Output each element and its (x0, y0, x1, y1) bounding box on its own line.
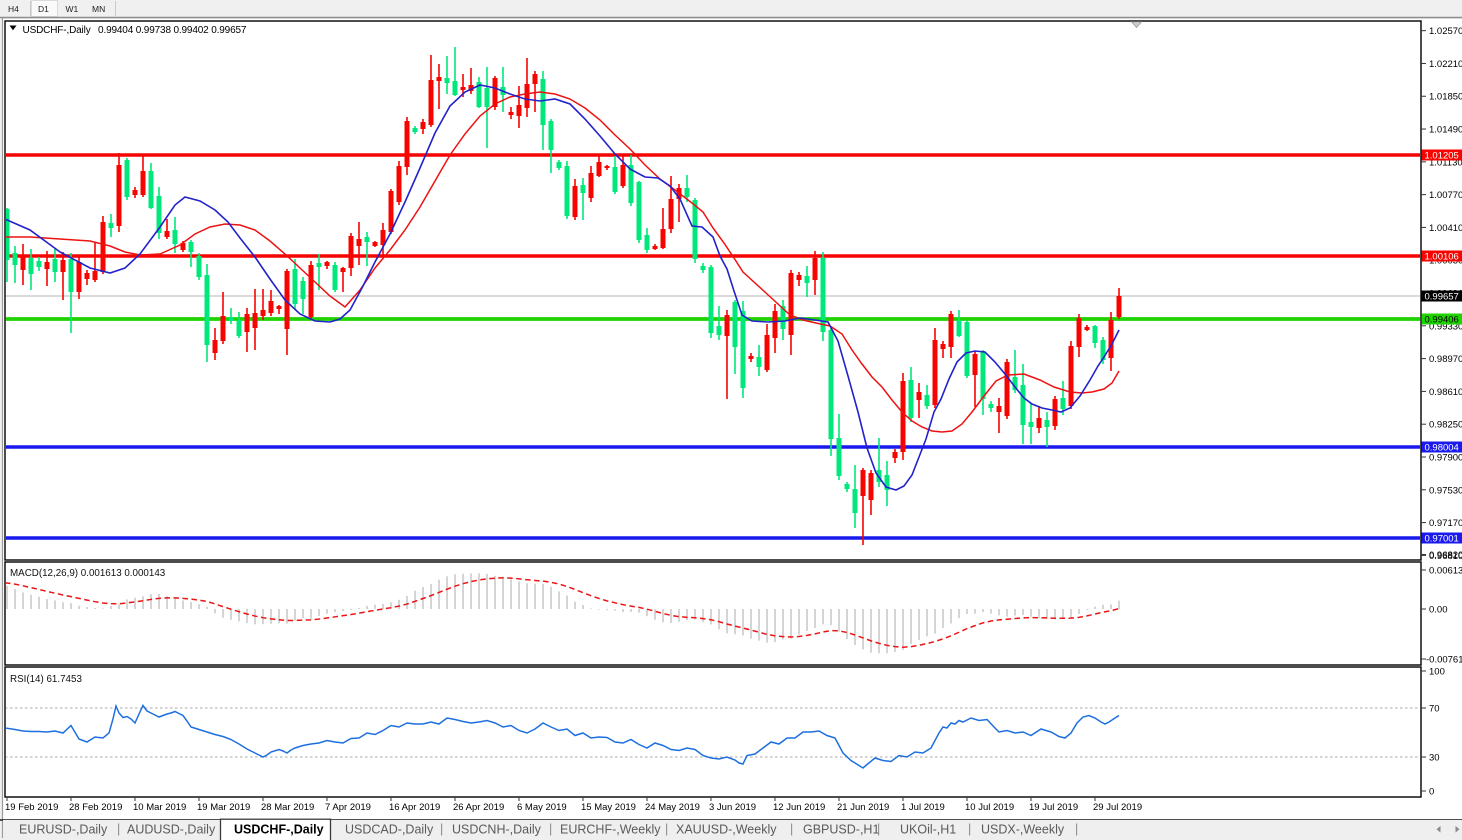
svg-text:|: | (549, 822, 552, 836)
svg-text:|: | (440, 822, 443, 836)
svg-text:USDCHF-,Daily 0.99404 0.99738: USDCHF-,Daily 0.99404 0.99738 0.99402 0.… (23, 25, 247, 36)
svg-text:|: | (877, 822, 880, 836)
svg-text:1 Jul 2019: 1 Jul 2019 (901, 802, 945, 813)
svg-text:USDCNH-,Daily: USDCNH-,Daily (452, 823, 542, 837)
svg-text:0.99330: 0.99330 (1429, 321, 1462, 332)
svg-text:H4: H4 (8, 4, 19, 14)
svg-text:1.01850: 1.01850 (1429, 92, 1462, 103)
svg-text:15 May 2019: 15 May 2019 (581, 802, 636, 813)
svg-text:28 Mar 2019: 28 Mar 2019 (261, 802, 314, 813)
svg-text:6 May 2019: 6 May 2019 (517, 802, 567, 813)
svg-text:0.98970: 0.98970 (1429, 354, 1462, 365)
svg-text:70: 70 (1429, 704, 1440, 715)
svg-text:0.96820: 0.96820 (1429, 550, 1462, 561)
svg-text:0.98250: 0.98250 (1429, 420, 1462, 431)
svg-text:|: | (968, 822, 971, 836)
svg-text:0.96810: 0.96810 (1429, 551, 1462, 562)
svg-text:1.00106: 1.00106 (1425, 252, 1459, 263)
svg-text:XAUUSD-,Weekly: XAUUSD-,Weekly (676, 823, 777, 837)
svg-text:10 Jul 2019: 10 Jul 2019 (965, 802, 1014, 813)
svg-text:21 Jun 2019: 21 Jun 2019 (837, 802, 889, 813)
svg-text:|: | (665, 822, 668, 836)
svg-text:D1: D1 (38, 4, 49, 14)
svg-text:|: | (790, 822, 793, 836)
svg-text:RSI(14) 61.7453: RSI(14) 61.7453 (10, 674, 82, 685)
svg-text:0: 0 (1429, 787, 1434, 798)
svg-text:0.00: 0.00 (1429, 605, 1448, 616)
svg-text:0.99657: 0.99657 (1425, 292, 1459, 303)
svg-text:0.98004: 0.98004 (1425, 443, 1459, 454)
svg-text:0.99406: 0.99406 (1425, 315, 1459, 326)
svg-text:19 Feb 2019: 19 Feb 2019 (5, 802, 58, 813)
svg-text:EURCHF-,Weekly: EURCHF-,Weekly (560, 823, 661, 837)
svg-text:|: | (117, 822, 120, 836)
svg-text:UKOil-,H1: UKOil-,H1 (900, 823, 956, 837)
svg-text:0.97001: 0.97001 (1425, 534, 1459, 545)
svg-text:24 May 2019: 24 May 2019 (645, 802, 700, 813)
svg-text:-0.00761: -0.00761 (1426, 655, 1462, 666)
svg-text:0.97530: 0.97530 (1429, 485, 1462, 496)
svg-text:30: 30 (1429, 753, 1440, 764)
svg-text:19 Jul 2019: 19 Jul 2019 (1029, 802, 1078, 813)
svg-text:16 Apr 2019: 16 Apr 2019 (389, 802, 440, 813)
svg-text:0.00613: 0.00613 (1429, 566, 1462, 577)
svg-text:EURUSD-,Daily: EURUSD-,Daily (19, 823, 108, 837)
svg-text:3 Jun 2019: 3 Jun 2019 (709, 802, 756, 813)
svg-text:7 Apr 2019: 7 Apr 2019 (325, 802, 371, 813)
svg-text:19 Mar 2019: 19 Mar 2019 (197, 802, 250, 813)
svg-text:|: | (1075, 822, 1078, 836)
svg-text:MN: MN (92, 4, 105, 14)
svg-text:AUDUSD-,Daily: AUDUSD-,Daily (127, 823, 216, 837)
svg-text:1.00770: 1.00770 (1429, 190, 1462, 201)
svg-text:1.00410: 1.00410 (1429, 223, 1462, 234)
svg-text:MACD(12,26,9) 0.001613 0.00014: MACD(12,26,9) 0.001613 0.000143 (10, 568, 166, 579)
svg-text:USDCHF-,Daily: USDCHF-,Daily (234, 823, 324, 837)
svg-text:10 Mar 2019: 10 Mar 2019 (133, 802, 186, 813)
svg-text:100: 100 (1429, 667, 1445, 678)
svg-text:0.97900: 0.97900 (1429, 453, 1462, 464)
svg-text:USDX-,Weekly: USDX-,Weekly (981, 823, 1065, 837)
svg-text:12 Jun 2019: 12 Jun 2019 (773, 802, 825, 813)
svg-text:GBPUSD-,H1: GBPUSD-,H1 (803, 823, 879, 837)
svg-text:USDCAD-,Daily: USDCAD-,Daily (345, 823, 434, 837)
svg-text:26 Apr 2019: 26 Apr 2019 (453, 802, 504, 813)
svg-text:W1: W1 (66, 4, 79, 14)
svg-text:28 Feb 2019: 28 Feb 2019 (69, 802, 122, 813)
svg-text:1.01490: 1.01490 (1429, 125, 1462, 136)
svg-text:29 Jul 2019: 29 Jul 2019 (1093, 802, 1142, 813)
svg-text:1.02210: 1.02210 (1429, 59, 1462, 70)
svg-text:0.98610: 0.98610 (1429, 387, 1462, 398)
svg-text:1.02570: 1.02570 (1429, 26, 1462, 37)
svg-text:1.01205: 1.01205 (1425, 151, 1459, 162)
svg-text:0.97170: 0.97170 (1429, 518, 1462, 529)
svg-text:1.01130: 1.01130 (1429, 157, 1462, 168)
